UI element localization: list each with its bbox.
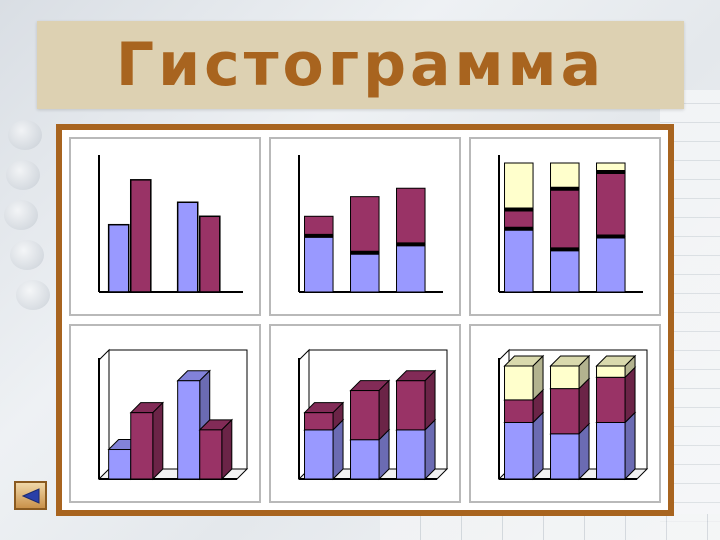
- chart-bar-side: [221, 418, 233, 481]
- calculator-key-decoration: [8, 120, 42, 150]
- chart-cell-stacked-100-2d: [469, 137, 661, 316]
- calculator-key-decoration: [6, 160, 40, 190]
- chart-bar-segment: [504, 422, 534, 480]
- calculator-key-decoration: [10, 240, 44, 270]
- chart-bar-segment: [304, 412, 334, 431]
- chart-bar-segment: [550, 388, 580, 435]
- back-button[interactable]: [14, 481, 47, 510]
- chart-stacked-100-2d: [498, 155, 643, 293]
- chart-bar-segment-side: [378, 379, 390, 441]
- chart-bar: [176, 201, 199, 293]
- title-banner: Гистограмма: [37, 21, 684, 109]
- spreadsheet-decoration: [380, 514, 720, 540]
- chart-bar-segment-side: [532, 411, 544, 481]
- chart-cell-clustered-3d: [69, 324, 261, 503]
- chart-bar: [199, 429, 223, 480]
- chart-cell-stacked-2d: [269, 137, 461, 316]
- chart-cell-stacked-100-3d: [469, 324, 661, 503]
- chart-bar: [129, 179, 152, 293]
- chart-bar-segment: [396, 429, 426, 480]
- chart-bar-segment: [504, 228, 534, 293]
- chart-bar-segment: [550, 248, 580, 293]
- chart-bar-segment: [350, 252, 380, 293]
- triangle-left-icon: [21, 487, 39, 504]
- chart-bar-segment: [504, 208, 534, 230]
- chart-side-wall: [98, 348, 110, 479]
- chart-bar-segment: [596, 236, 626, 293]
- chart-bar-segment: [396, 380, 426, 431]
- chart-back-wall: [109, 349, 248, 469]
- calculator-key-decoration: [4, 200, 38, 230]
- chart-clustered-2d: [98, 155, 243, 293]
- chart-bar-segment: [504, 365, 534, 401]
- chart-bar-segment: [550, 433, 580, 480]
- chart-back-wall: [309, 349, 448, 469]
- chart-bar-segment: [304, 215, 334, 237]
- chart-cell-stacked-3d: [269, 324, 461, 503]
- chart-bar: [177, 380, 201, 480]
- chart-bar-segment: [596, 365, 626, 378]
- chart-bar-segment-side: [624, 411, 636, 481]
- chart-bar-segment: [596, 171, 626, 238]
- chart-bar-segment: [396, 187, 426, 245]
- chart-bar: [198, 215, 221, 293]
- chart-bar-segment: [550, 365, 580, 390]
- chart-stacked-3d: [297, 348, 449, 481]
- chart-bar-segment: [304, 235, 334, 293]
- chart-bar-segment: [550, 188, 580, 250]
- chart-back-wall: [509, 349, 648, 469]
- chart-bar-segment: [350, 390, 380, 441]
- chart-bar-segment: [350, 196, 380, 254]
- chart-bar-segment: [596, 376, 626, 423]
- chart-bar: [108, 449, 132, 480]
- chart-cell-clustered-2d: [69, 137, 261, 316]
- chart-gallery-grid: [69, 137, 661, 503]
- chart-bar-side: [152, 401, 164, 481]
- chart-bar-segment: [304, 429, 334, 480]
- chart-stacked-2d: [298, 155, 443, 293]
- chart-bar: [107, 223, 130, 293]
- chart-gallery-frame: [56, 124, 674, 516]
- slide-title: Гистограмма: [115, 30, 606, 100]
- chart-bar-segment: [504, 399, 534, 424]
- chart-bar-segment: [350, 439, 380, 480]
- chart-clustered-3d: [97, 348, 249, 481]
- chart-bar-segment: [396, 243, 426, 293]
- calculator-key-decoration: [16, 280, 50, 310]
- chart-stacked-100-3d: [497, 348, 649, 481]
- chart-bar: [130, 412, 154, 480]
- chart-bar-segment: [504, 162, 534, 210]
- chart-bar-segment-side: [424, 369, 436, 432]
- chart-bar-segment: [596, 422, 626, 480]
- chart-bar-segment: [550, 162, 580, 190]
